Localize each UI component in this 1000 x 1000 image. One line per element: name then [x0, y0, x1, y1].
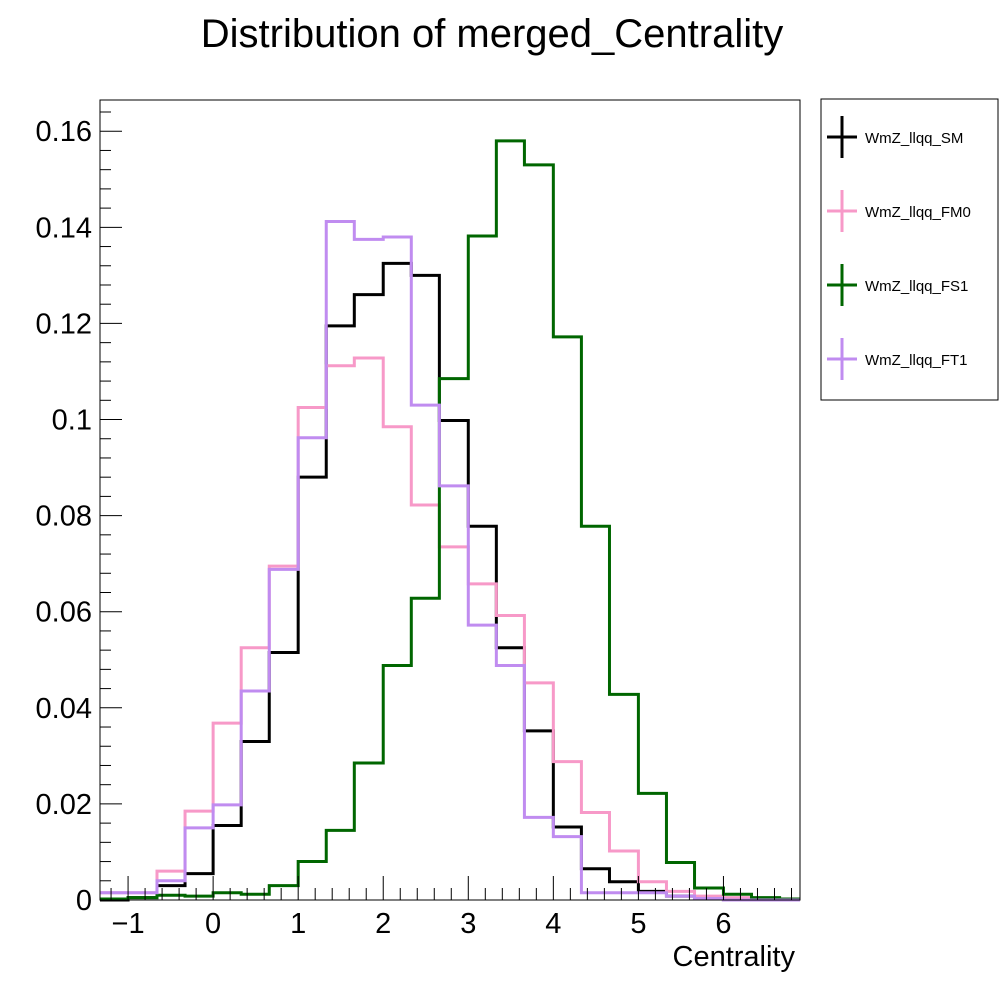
y-tick-label: 0.16: [36, 116, 92, 148]
y-tick-label: 0.12: [36, 308, 92, 340]
x-tick-label: 1: [290, 908, 306, 940]
legend-label-0: WmZ_llqq_SM: [865, 130, 963, 147]
x-tick-label: −1: [112, 908, 145, 940]
chart-title: Distribution of merged_Centrality: [201, 12, 783, 56]
legend: WmZ_llqq_SM WmZ_llqq_FM0 WmZ_llqq_FS1 WmZ_l…: [820, 98, 999, 401]
series-group: [100, 139, 800, 902]
legend-label-3: WmZ_llqq_FT1: [865, 352, 968, 369]
x-axis-label: Centrality: [673, 941, 796, 973]
axes: 0 0.02 0.04 0.06 0.08 0.1 0.12 0.14 0.16 −1 0 1 2 3 4 5…: [36, 111, 792, 940]
series-line-2: [100, 139, 800, 901]
y-tick-label: 0.06: [36, 597, 92, 629]
legend-label-1: WmZ_llqq_FM0: [865, 204, 971, 221]
series-line-3: [100, 220, 800, 902]
y-tick-label: 0: [76, 885, 92, 917]
x-tick-label: 2: [375, 908, 391, 940]
legend-box: [820, 98, 999, 401]
series-line-0: [100, 261, 800, 902]
y-tick-label: 0.02: [36, 789, 92, 821]
x-tick-label: 6: [715, 908, 731, 940]
plot-frame: [99, 99, 801, 901]
y-tick-label: 0.14: [36, 212, 92, 244]
x-tick-label: 4: [545, 908, 561, 940]
x-tick-label: 0: [205, 908, 221, 940]
legend-label-2: WmZ_llqq_FS1: [865, 278, 968, 295]
y-tick-label: 0.04: [36, 693, 92, 725]
series-line-1: [100, 356, 800, 902]
x-tick-label: 3: [460, 908, 476, 940]
y-tick-label: 0.1: [52, 405, 92, 437]
y-tick-label: 0.08: [36, 501, 92, 533]
x-tick-label: 5: [630, 908, 646, 940]
